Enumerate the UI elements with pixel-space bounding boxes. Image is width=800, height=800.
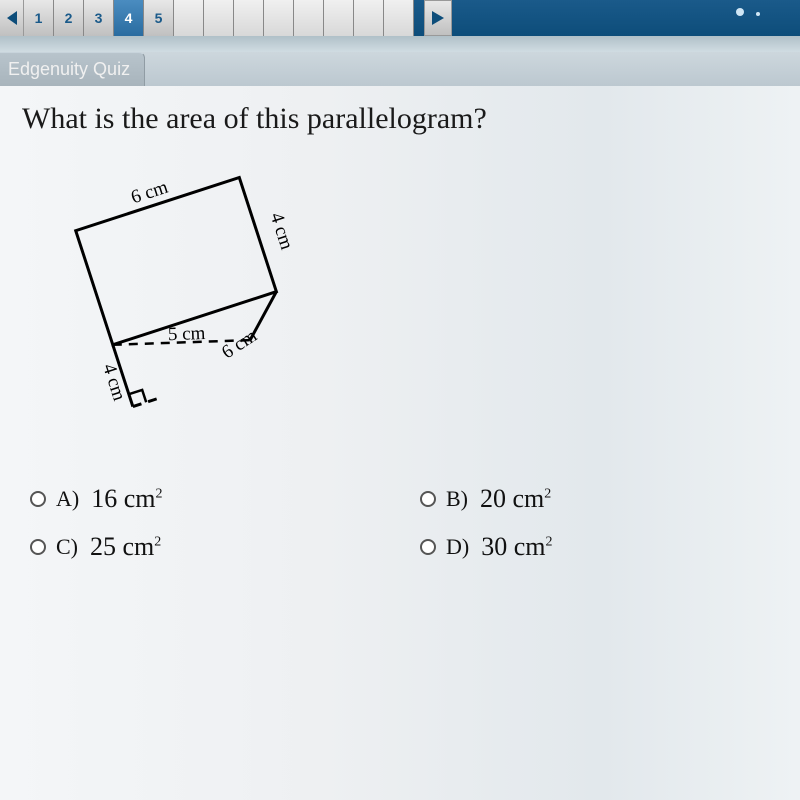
answer-option-b[interactable]: B) 20 cm2	[420, 484, 770, 514]
label-dashed: 5 cm	[168, 323, 206, 345]
label-top: 6 cm	[128, 177, 170, 209]
question-tab-empty	[384, 0, 414, 36]
question-tab-5[interactable]: 5	[144, 0, 174, 36]
answer-letter: A)	[56, 486, 79, 512]
answer-letter: C)	[56, 534, 78, 560]
dot-icon	[756, 12, 760, 16]
quiz-tab[interactable]: Edgenuity Quiz	[0, 52, 145, 86]
parallelogram-figure: 6 cm 4 cm 5 cm 4 cm 6 cm	[32, 164, 312, 424]
prev-arrow-button[interactable]	[0, 0, 24, 36]
question-tabs: 1 2 3 4 5	[24, 0, 414, 36]
question-tab-2[interactable]: 2	[54, 0, 84, 36]
question-tab-empty	[324, 0, 354, 36]
question-tab-4[interactable]: 4	[114, 0, 144, 36]
top-nav-bar: 1 2 3 4 5	[0, 0, 800, 36]
question-content: What is the area of this parallelogram? …	[0, 86, 800, 800]
answer-letter: B)	[446, 486, 468, 512]
answer-option-d[interactable]: D) 30 cm2	[420, 532, 770, 562]
chevron-left-icon	[7, 11, 17, 25]
answer-grid: A) 16 cm2 B) 20 cm2 C) 25 cm2 D) 30 cm2	[22, 484, 778, 562]
question-tab-empty	[174, 0, 204, 36]
question-tab-empty	[204, 0, 234, 36]
dot-icon	[736, 8, 744, 16]
answer-option-a[interactable]: A) 16 cm2	[30, 484, 380, 514]
parallelogram-svg: 6 cm 4 cm 5 cm 4 cm 6 cm	[32, 164, 312, 424]
question-tab-1[interactable]: 1	[24, 0, 54, 36]
question-tab-empty	[294, 0, 324, 36]
radio-icon	[420, 491, 436, 507]
separator-strip	[0, 36, 800, 52]
play-right-icon	[432, 11, 444, 25]
answer-text: 25 cm2	[90, 532, 161, 562]
question-tab-empty	[234, 0, 264, 36]
radio-icon	[420, 539, 436, 555]
question-tab-empty	[354, 0, 384, 36]
secondary-tab-bar: Edgenuity Quiz	[0, 52, 800, 86]
next-arrow-button[interactable]	[424, 0, 452, 36]
label-height: 4 cm	[98, 361, 130, 403]
answer-text: 20 cm2	[480, 484, 551, 514]
question-tab-empty	[264, 0, 294, 36]
question-tab-3[interactable]: 3	[84, 0, 114, 36]
decoration-dots	[736, 8, 760, 16]
question-text: What is the area of this parallelogram?	[22, 102, 778, 136]
answer-text: 16 cm2	[91, 484, 162, 514]
radio-icon	[30, 539, 46, 555]
answer-text: 30 cm2	[481, 532, 552, 562]
answer-option-c[interactable]: C) 25 cm2	[30, 532, 380, 562]
radio-icon	[30, 491, 46, 507]
answer-letter: D)	[446, 534, 469, 560]
label-right: 4 cm	[266, 210, 298, 252]
